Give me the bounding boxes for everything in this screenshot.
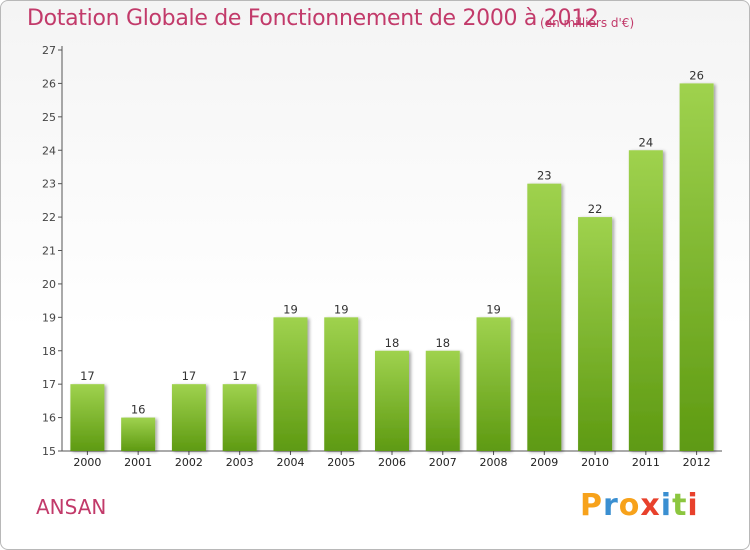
y-tick-label: 20 bbox=[42, 278, 56, 291]
logo-letter: r bbox=[603, 488, 619, 523]
x-tick-label: 2009 bbox=[530, 456, 558, 469]
x-tick-label: 2008 bbox=[480, 456, 508, 469]
bar bbox=[476, 317, 511, 451]
y-tick-label: 16 bbox=[42, 412, 56, 425]
y-tick-label: 27 bbox=[42, 44, 56, 57]
bar bbox=[222, 384, 257, 451]
bar-value-label: 17 bbox=[80, 369, 95, 383]
bar bbox=[324, 317, 359, 451]
x-tick-label: 2010 bbox=[581, 456, 609, 469]
x-tick-label: 2000 bbox=[73, 456, 101, 469]
x-tick-label: 2001 bbox=[124, 456, 152, 469]
bar bbox=[375, 350, 409, 451]
x-tick-label: 2005 bbox=[327, 456, 355, 469]
bar-value-label: 19 bbox=[334, 302, 349, 316]
logo-letter: t bbox=[672, 488, 688, 523]
bar-value-label: 26 bbox=[689, 68, 704, 82]
bar bbox=[273, 317, 308, 451]
place-name: ANSAN bbox=[36, 495, 107, 519]
y-tick-label: 23 bbox=[42, 178, 56, 191]
logo-letter: P bbox=[580, 488, 603, 523]
x-tick-label: 2011 bbox=[632, 456, 660, 469]
chart-title: Dotation Globale de Fonctionnement de 20… bbox=[27, 6, 599, 31]
bar-value-label: 17 bbox=[182, 369, 197, 383]
bar bbox=[578, 217, 613, 451]
y-tick-label: 15 bbox=[42, 445, 56, 458]
y-tick-label: 19 bbox=[42, 311, 56, 324]
logo-letter: o bbox=[618, 488, 641, 523]
x-tick-label: 2012 bbox=[683, 456, 711, 469]
bar-value-label: 24 bbox=[639, 135, 654, 149]
logo-letter: i bbox=[660, 488, 673, 523]
bar bbox=[527, 183, 562, 451]
bars-group bbox=[70, 83, 714, 452]
bar-value-label: 17 bbox=[232, 369, 247, 383]
bar bbox=[628, 150, 663, 451]
bar bbox=[425, 350, 460, 451]
y-tick-label: 25 bbox=[42, 111, 56, 124]
bar bbox=[121, 417, 156, 451]
bar-value-label: 18 bbox=[385, 336, 400, 350]
x-tick-label: 2004 bbox=[276, 456, 304, 469]
bar bbox=[679, 83, 714, 452]
x-tick-label: 2006 bbox=[378, 456, 406, 469]
y-tick-label: 24 bbox=[42, 144, 56, 157]
proxiti-logo[interactable]: Proxiti bbox=[580, 488, 699, 523]
bar-value-label: 16 bbox=[131, 403, 146, 417]
x-tick-label: 2003 bbox=[226, 456, 254, 469]
bar-value-label: 19 bbox=[486, 302, 501, 316]
x-tick-label: 2002 bbox=[175, 456, 203, 469]
y-tick-label: 17 bbox=[42, 378, 56, 391]
y-tick-label: 21 bbox=[42, 245, 56, 258]
y-tick-label: 26 bbox=[42, 77, 56, 90]
bar bbox=[171, 384, 206, 451]
x-tick-label: 2007 bbox=[429, 456, 457, 469]
y-tick-label: 22 bbox=[42, 211, 56, 224]
bar bbox=[70, 384, 105, 451]
bar-value-label: 18 bbox=[435, 336, 450, 350]
y-tick-label: 18 bbox=[42, 345, 56, 358]
logo-letter: x bbox=[640, 488, 661, 523]
chart-subtitle: (en milliers d'€) bbox=[540, 16, 635, 30]
bar-value-label: 23 bbox=[537, 169, 552, 183]
bar-value-label: 22 bbox=[588, 202, 603, 216]
labels-group: 2000 17 2001 16 2002 17 2003 17 2004 19 2005 19 2006… bbox=[73, 68, 710, 469]
bar-value-label: 19 bbox=[283, 302, 298, 316]
logo-letter: i bbox=[687, 488, 699, 523]
